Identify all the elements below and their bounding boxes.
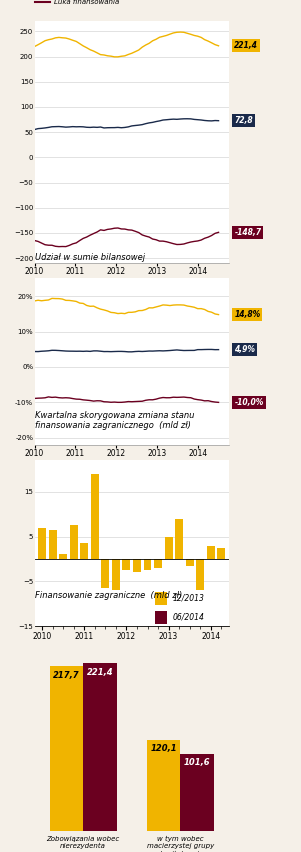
Text: Kwartalna skorygowana zmiana stanu
finansowania zagranicznego  (mld zł): Kwartalna skorygowana zmiana stanu finan… bbox=[35, 411, 194, 430]
Bar bbox=[147, 740, 180, 831]
Bar bbox=[83, 664, 117, 831]
Bar bbox=[91, 474, 99, 559]
Bar bbox=[207, 545, 215, 559]
Bar bbox=[50, 666, 83, 831]
Text: Luka finansowania: Luka finansowania bbox=[54, 0, 119, 5]
Text: 221,4: 221,4 bbox=[87, 668, 113, 676]
Text: 72,8: 72,8 bbox=[234, 116, 253, 125]
Text: 217,7: 217,7 bbox=[53, 671, 80, 680]
Text: Udział w sumie bilansowej: Udział w sumie bilansowej bbox=[35, 253, 145, 262]
Bar bbox=[180, 754, 214, 831]
Bar bbox=[217, 548, 225, 559]
Bar bbox=[48, 530, 57, 559]
Bar bbox=[70, 526, 78, 559]
Bar bbox=[144, 559, 151, 570]
Bar bbox=[112, 559, 120, 590]
Bar bbox=[133, 559, 141, 573]
Text: Finansowanie zagraniczne  (mld zł): Finansowanie zagraniczne (mld zł) bbox=[35, 591, 182, 600]
Bar bbox=[101, 559, 109, 588]
Bar bbox=[38, 527, 46, 559]
Bar bbox=[196, 559, 204, 590]
Text: 4,9%: 4,9% bbox=[234, 345, 255, 354]
Bar bbox=[59, 555, 67, 559]
Text: 101,6: 101,6 bbox=[184, 758, 210, 768]
Text: 221,4: 221,4 bbox=[234, 41, 258, 50]
FancyBboxPatch shape bbox=[155, 591, 167, 605]
FancyBboxPatch shape bbox=[155, 611, 167, 624]
Bar bbox=[80, 544, 88, 559]
Text: -148,7: -148,7 bbox=[234, 227, 261, 237]
Text: 06/2014: 06/2014 bbox=[172, 613, 204, 622]
Bar bbox=[123, 559, 130, 570]
Text: -10,0%: -10,0% bbox=[234, 398, 264, 407]
Bar bbox=[154, 559, 162, 568]
Bar bbox=[175, 519, 183, 559]
Text: 12/2013: 12/2013 bbox=[172, 594, 204, 602]
Text: 120,1: 120,1 bbox=[150, 745, 177, 753]
Text: 14,8%: 14,8% bbox=[234, 310, 261, 320]
Bar bbox=[186, 559, 194, 566]
Bar bbox=[165, 537, 172, 559]
